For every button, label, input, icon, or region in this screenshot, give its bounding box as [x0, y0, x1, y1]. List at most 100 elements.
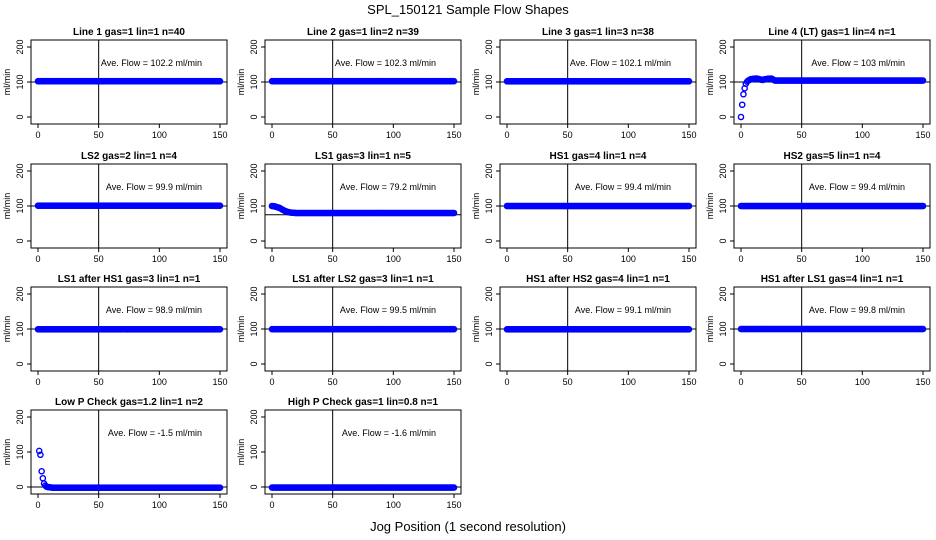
average-flow-annotation: Ave. Flow = 99.1 ml/min: [575, 305, 671, 315]
y-tick-label: 0: [718, 238, 728, 243]
y-axis-label: ml/min: [236, 69, 246, 96]
panel-5: LS2 gas=2 lin=1 n=4 0 50 100 150 0 100 200 ml/mi…: [2, 151, 228, 264]
x-tick-label: 0: [504, 130, 509, 140]
y-tick-label: 200: [718, 39, 728, 54]
data-point: [450, 484, 458, 491]
x-tick-label: 100: [152, 377, 167, 387]
x-tick-label: 0: [35, 377, 40, 387]
y-tick-label: 0: [15, 238, 25, 243]
data-point: [685, 77, 693, 85]
y-axis-label: ml/min: [471, 316, 481, 343]
panel-title: HS1 gas=4 lin=1 n=4: [550, 151, 647, 162]
data-points: [503, 77, 693, 85]
y-tick-label: 0: [484, 114, 494, 119]
x-tick-label: 50: [563, 130, 573, 140]
x-tick-label: 50: [328, 254, 338, 264]
data-point: [216, 326, 224, 333]
x-tick-label: 100: [386, 130, 401, 140]
average-flow-annotation: Ave. Flow = 102.1 ml/min: [570, 58, 671, 68]
y-tick-label: 0: [15, 361, 25, 366]
average-flow-annotation: Ave. Flow = 99.8 ml/min: [809, 305, 905, 315]
panel-6: LS1 gas=3 lin=1 n=5 0 50 100 150 0 100 200 ml/mi…: [236, 151, 462, 264]
x-tick-label: 150: [212, 130, 227, 140]
x-tick-label: 100: [621, 130, 636, 140]
y-axis-label: ml/min: [705, 69, 715, 96]
data-point: [216, 484, 224, 492]
x-tick-label: 150: [681, 377, 696, 387]
data-point: [216, 77, 224, 85]
x-tick-label: 50: [94, 377, 104, 387]
y-tick-label: 200: [15, 163, 25, 178]
data-point: [450, 77, 458, 85]
data-point: [740, 90, 747, 98]
average-flow-annotation: Ave. Flow = 98.9 ml/min: [106, 305, 202, 315]
x-tick-label: 50: [563, 254, 573, 264]
panel-title: LS1 after LS2 gas=3 lin=1 n=1: [292, 274, 434, 285]
y-tick-label: 0: [249, 238, 259, 243]
y-tick-label: 0: [15, 484, 25, 489]
plot-frame: [264, 409, 462, 495]
panel-1: Line 1 gas=1 lin=1 n=40 0 50 100 150 0 100 200 m…: [2, 27, 228, 140]
y-tick-label: 200: [484, 163, 494, 178]
average-flow-annotation: Ave. Flow = -1.5 ml/min: [108, 428, 202, 438]
data-point: [450, 325, 458, 333]
x-tick-label: 0: [504, 254, 509, 264]
data-points: [268, 484, 458, 491]
average-flow-annotation: Ave. Flow = 102.2 ml/min: [101, 58, 202, 68]
y-tick-label: 100: [15, 444, 25, 459]
y-tick-label: 100: [718, 321, 728, 336]
y-tick-label: 100: [15, 198, 25, 213]
panel-11: HS1 after HS2 gas=4 lin=1 n=1 0 50 100 150 0 1…: [471, 274, 697, 387]
data-points: [34, 202, 224, 209]
x-tick-label: 100: [152, 254, 167, 264]
x-tick-label: 0: [269, 130, 274, 140]
y-tick-label: 100: [249, 321, 259, 336]
data-point: [685, 202, 693, 210]
y-tick-label: 200: [249, 163, 259, 178]
y-tick-label: 0: [718, 114, 728, 119]
y-tick-label: 200: [484, 286, 494, 301]
x-tick-label: 0: [269, 500, 274, 510]
average-flow-annotation: Ave. Flow = 99.5 ml/min: [340, 305, 436, 315]
y-tick-label: 200: [718, 286, 728, 301]
panel-14: High P Check gas=1 lin=0.8 n=1 0 50 100 150 0…: [236, 397, 462, 510]
y-tick-label: 100: [249, 198, 259, 213]
panel-3: Line 3 gas=1 lin=3 n=38 0 50 100 150 0 100 200 m…: [471, 27, 697, 140]
x-tick-label: 150: [681, 254, 696, 264]
x-tick-label: 50: [563, 377, 573, 387]
y-tick-label: 200: [249, 39, 259, 54]
data-points: [268, 202, 458, 217]
panel-title: LS1 gas=3 lin=1 n=5: [315, 151, 411, 162]
panel-8: HS2 gas=5 lin=1 n=4 0 50 100 150 0 100 200 ml/mi…: [705, 151, 931, 264]
average-flow-annotation: Ave. Flow = 102.3 ml/min: [335, 58, 436, 68]
y-tick-label: 100: [718, 198, 728, 213]
panel-4: Line 4 (LT) gas=1 lin=4 n=1 0 50 100 150 0 100…: [705, 27, 931, 140]
y-axis-label: ml/min: [236, 193, 246, 220]
x-tick-label: 150: [446, 130, 461, 140]
data-point: [919, 325, 927, 333]
panel-title: LS2 gas=2 lin=1 n=4: [81, 151, 177, 162]
y-axis-label: ml/min: [2, 69, 12, 96]
x-tick-label: 50: [797, 254, 807, 264]
plot-frame: [264, 163, 462, 249]
panel-2: Line 2 gas=1 lin=2 n=39 0 50 100 150 0 100 200 m…: [236, 27, 462, 140]
x-tick-label: 0: [738, 254, 743, 264]
data-point: [39, 474, 47, 482]
panel-title: Line 4 (LT) gas=1 lin=4 n=1: [768, 27, 896, 38]
x-tick-label: 100: [855, 130, 870, 140]
data-points: [35, 447, 224, 492]
y-axis-label: ml/min: [705, 316, 715, 343]
x-tick-label: 50: [797, 130, 807, 140]
y-axis-label: ml/min: [2, 439, 12, 466]
panel-10: LS1 after LS2 gas=3 lin=1 n=1 0 50 100 150 0 1…: [236, 274, 462, 387]
y-tick-label: 100: [249, 444, 259, 459]
data-points: [737, 325, 927, 333]
y-axis-label: ml/min: [2, 193, 12, 220]
y-tick-label: 0: [249, 361, 259, 366]
data-point: [685, 326, 693, 333]
data-point: [737, 113, 745, 121]
data-point: [738, 101, 746, 109]
data-point: [450, 209, 458, 217]
x-tick-label: 100: [855, 377, 870, 387]
